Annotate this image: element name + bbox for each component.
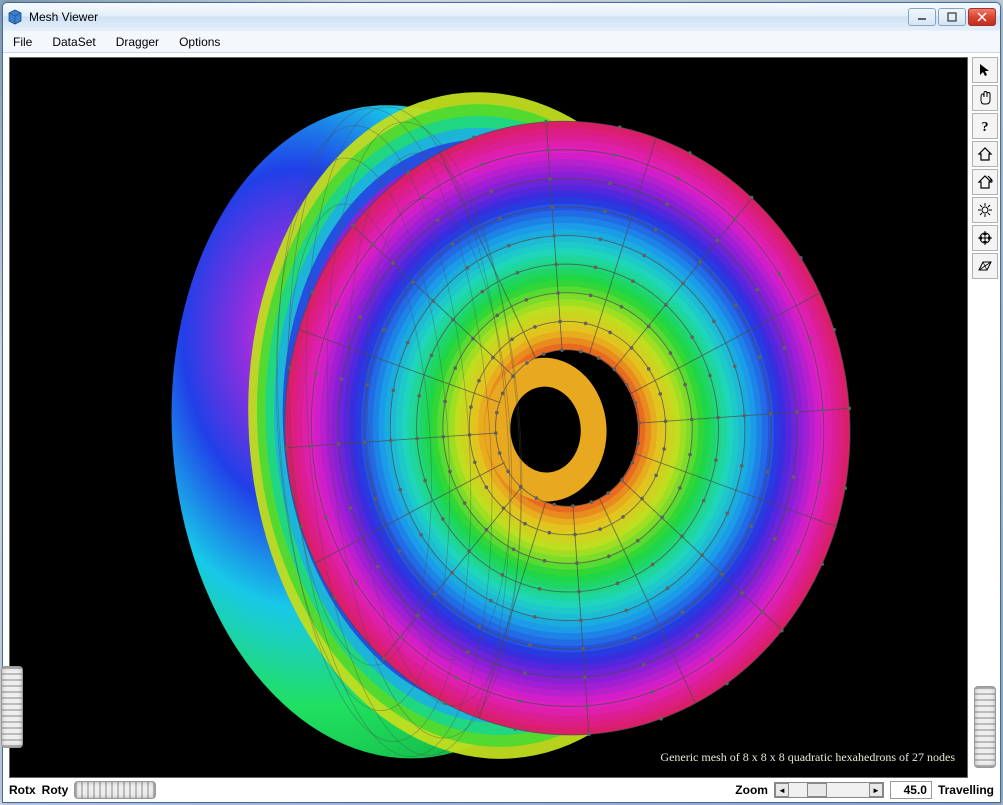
- perspective-icon[interactable]: [972, 253, 998, 279]
- seek-icon[interactable]: [972, 225, 998, 251]
- zoom-scrollbar[interactable]: ◄ ►: [774, 782, 884, 798]
- rotx-wheel[interactable]: [1, 666, 23, 748]
- minimize-button[interactable]: [908, 8, 936, 26]
- menu-bar: File DataSet Dragger Options: [3, 31, 1000, 53]
- close-button[interactable]: [968, 8, 996, 26]
- viewport-caption: Generic mesh of 8 x 8 x 8 quadratic hexa…: [660, 750, 955, 765]
- hand-icon[interactable]: [972, 85, 998, 111]
- viewport[interactable]: Generic mesh of 8 x 8 x 8 quadratic hexa…: [9, 57, 968, 778]
- title-bar[interactable]: Mesh Viewer: [3, 3, 1000, 31]
- window-title: Mesh Viewer: [29, 10, 908, 24]
- side-toolbar: ?: [970, 53, 1000, 778]
- zoom-left-arrow[interactable]: ◄: [775, 783, 789, 797]
- window-controls: [908, 8, 996, 26]
- bottom-bar: Rotx Roty Zoom ◄ ► 45.0 Travelling: [3, 778, 1000, 802]
- menu-dataset[interactable]: DataSet: [48, 33, 99, 51]
- zoom-right-arrow[interactable]: ►: [869, 783, 883, 797]
- menu-file[interactable]: File: [9, 33, 36, 51]
- maximize-button[interactable]: [938, 8, 966, 26]
- home-set-icon[interactable]: [972, 169, 998, 195]
- help-icon[interactable]: ?: [972, 113, 998, 139]
- home-icon[interactable]: [972, 141, 998, 167]
- roty-label: Roty: [42, 783, 69, 797]
- content-area: Generic mesh of 8 x 8 x 8 quadratic hexa…: [3, 53, 1000, 802]
- view-all-icon[interactable]: [972, 197, 998, 223]
- viewer-row: Generic mesh of 8 x 8 x 8 quadratic hexa…: [3, 53, 1000, 778]
- rotx-label: Rotx: [9, 783, 36, 797]
- zoom-wheel[interactable]: [974, 686, 996, 768]
- zoom-label: Zoom: [735, 783, 768, 797]
- menu-options[interactable]: Options: [175, 33, 224, 51]
- mesh-render: [10, 58, 967, 777]
- zoom-thumb[interactable]: [807, 783, 827, 797]
- viewport-wrap: Generic mesh of 8 x 8 x 8 quadratic hexa…: [3, 53, 970, 778]
- app-window: Mesh Viewer File DataSet Dragger Options…: [2, 2, 1001, 803]
- menu-dragger[interactable]: Dragger: [112, 33, 163, 51]
- pointer-icon[interactable]: [972, 57, 998, 83]
- zoom-value: 45.0: [890, 781, 932, 799]
- svg-text:?: ?: [982, 120, 989, 134]
- roty-wheel[interactable]: [74, 781, 156, 799]
- mode-label: Travelling: [938, 783, 994, 797]
- app-icon: [7, 9, 23, 25]
